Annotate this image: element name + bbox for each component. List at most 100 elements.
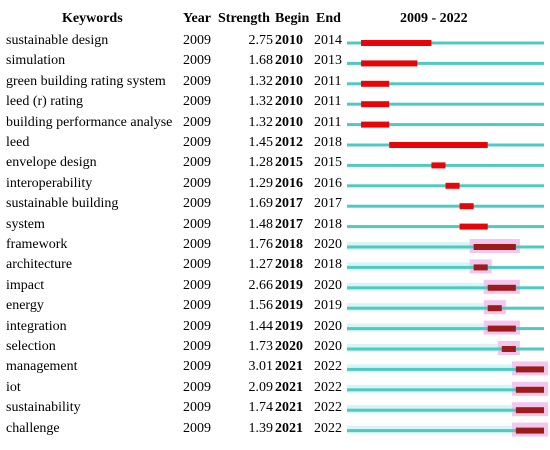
strength-cell: 1.48 xyxy=(248,216,274,232)
begin-cell: 2010 xyxy=(275,73,303,89)
keyword-cell: management xyxy=(6,359,78,375)
end-cell: 2020 xyxy=(314,318,342,334)
keyword-cell: sustainable design xyxy=(6,33,109,48)
strength-cell: 2.09 xyxy=(248,379,274,395)
keyword-cell: sustainable building xyxy=(6,196,119,212)
strength-cell: 2.66 xyxy=(248,277,274,293)
end-cell: 2011 xyxy=(314,73,342,89)
strength-cell: 1.27 xyxy=(248,257,274,273)
begin-cell: 2019 xyxy=(275,318,303,334)
end-cell: 2022 xyxy=(314,400,342,416)
keyword-cell: leed xyxy=(6,135,30,150)
timeline-baseline xyxy=(347,367,544,371)
header-end: End xyxy=(316,11,341,26)
burst-bar xyxy=(487,325,516,332)
end-cell: 2022 xyxy=(314,359,342,375)
burst-bar xyxy=(361,40,432,46)
begin-cell: 2021 xyxy=(275,400,303,416)
year-cell: 2009 xyxy=(183,94,211,110)
year-cell: 2009 xyxy=(183,216,211,232)
burst-bar xyxy=(487,305,502,312)
strength-cell: 3.01 xyxy=(248,359,274,375)
timeline-baseline xyxy=(347,327,544,331)
strength-cell: 1.56 xyxy=(248,298,274,314)
keyword-cell: simulation xyxy=(6,53,66,69)
burst-bar xyxy=(501,346,516,352)
timeline-baseline xyxy=(347,347,544,351)
year-cell: 2009 xyxy=(183,318,211,334)
year-cell: 2009 xyxy=(183,298,211,314)
timeline-baseline xyxy=(347,123,544,127)
end-cell: 2011 xyxy=(314,114,342,130)
keyword-cell: framework xyxy=(6,237,68,252)
keyword-cell: green building rating system xyxy=(6,73,166,89)
end-cell: 2016 xyxy=(314,175,342,191)
keyword-cell: impact xyxy=(6,277,45,293)
begin-cell: 2019 xyxy=(275,298,303,314)
begin-cell: 2015 xyxy=(275,155,303,171)
begin-cell: 2019 xyxy=(275,277,303,293)
year-cell: 2009 xyxy=(183,237,211,252)
strength-cell: 2.75 xyxy=(248,33,274,48)
burst-bar xyxy=(361,101,390,108)
keyword-cell: system xyxy=(6,216,45,232)
timeline-baseline xyxy=(347,306,544,310)
burst-bar xyxy=(459,203,474,210)
year-cell: 2009 xyxy=(183,135,211,150)
year-cell: 2009 xyxy=(183,196,211,212)
year-cell: 2009 xyxy=(183,175,211,191)
begin-cell: 2010 xyxy=(275,33,303,48)
strength-cell: 1.44 xyxy=(248,318,274,334)
year-cell: 2009 xyxy=(183,53,211,69)
timeline-baseline xyxy=(347,102,544,106)
keyword-cell: interoperability xyxy=(6,175,93,191)
begin-cell: 2010 xyxy=(275,53,303,69)
timeline-baseline xyxy=(347,265,544,269)
header-keywords: Keywords xyxy=(62,11,123,26)
burst-bar xyxy=(473,244,516,250)
begin-cell: 2021 xyxy=(275,379,303,395)
end-cell: 2020 xyxy=(314,237,342,252)
timeline-baseline xyxy=(347,225,544,229)
end-cell: 2011 xyxy=(314,94,342,110)
end-cell: 2015 xyxy=(314,155,342,171)
begin-cell: 2017 xyxy=(275,196,303,212)
end-cell: 2019 xyxy=(314,298,342,314)
year-cell: 2009 xyxy=(183,359,211,375)
year-cell: 2009 xyxy=(183,400,211,416)
burst-bar xyxy=(487,284,516,291)
begin-cell: 2018 xyxy=(275,237,303,252)
begin-cell: 2010 xyxy=(275,94,303,110)
burst-bar xyxy=(515,427,544,434)
header-year: Year xyxy=(183,11,211,26)
strength-cell: 1.29 xyxy=(248,175,274,191)
year-cell: 2009 xyxy=(183,420,211,436)
year-cell: 2009 xyxy=(183,33,211,48)
burst-bar xyxy=(361,80,390,87)
burst-bar xyxy=(515,386,544,393)
end-cell: 2018 xyxy=(314,216,342,232)
burst-bar xyxy=(431,162,446,169)
end-cell: 2017 xyxy=(314,196,342,212)
strength-cell: 1.69 xyxy=(248,196,274,212)
end-cell: 2018 xyxy=(314,257,342,273)
burst-bar xyxy=(473,264,488,271)
keyword-cell: integration xyxy=(6,318,67,334)
burst-bar xyxy=(459,223,488,230)
strength-cell: 1.45 xyxy=(248,135,274,150)
begin-cell: 2010 xyxy=(275,114,303,130)
keyword-cell: envelope design xyxy=(6,155,97,171)
timeline-baseline xyxy=(347,82,544,86)
header-strength: Strength xyxy=(218,11,270,26)
end-cell: 2014 xyxy=(314,33,342,48)
keyword-cell: iot xyxy=(6,379,21,395)
timeline-baseline xyxy=(347,388,544,392)
year-cell: 2009 xyxy=(183,73,211,89)
keyword-cell: architecture xyxy=(6,257,73,273)
header-range: 2009 - 2022 xyxy=(400,11,468,26)
burst-bar xyxy=(445,182,460,189)
begin-cell: 2018 xyxy=(275,257,303,273)
timeline-baseline xyxy=(347,61,544,65)
timeline-baseline xyxy=(347,408,544,412)
